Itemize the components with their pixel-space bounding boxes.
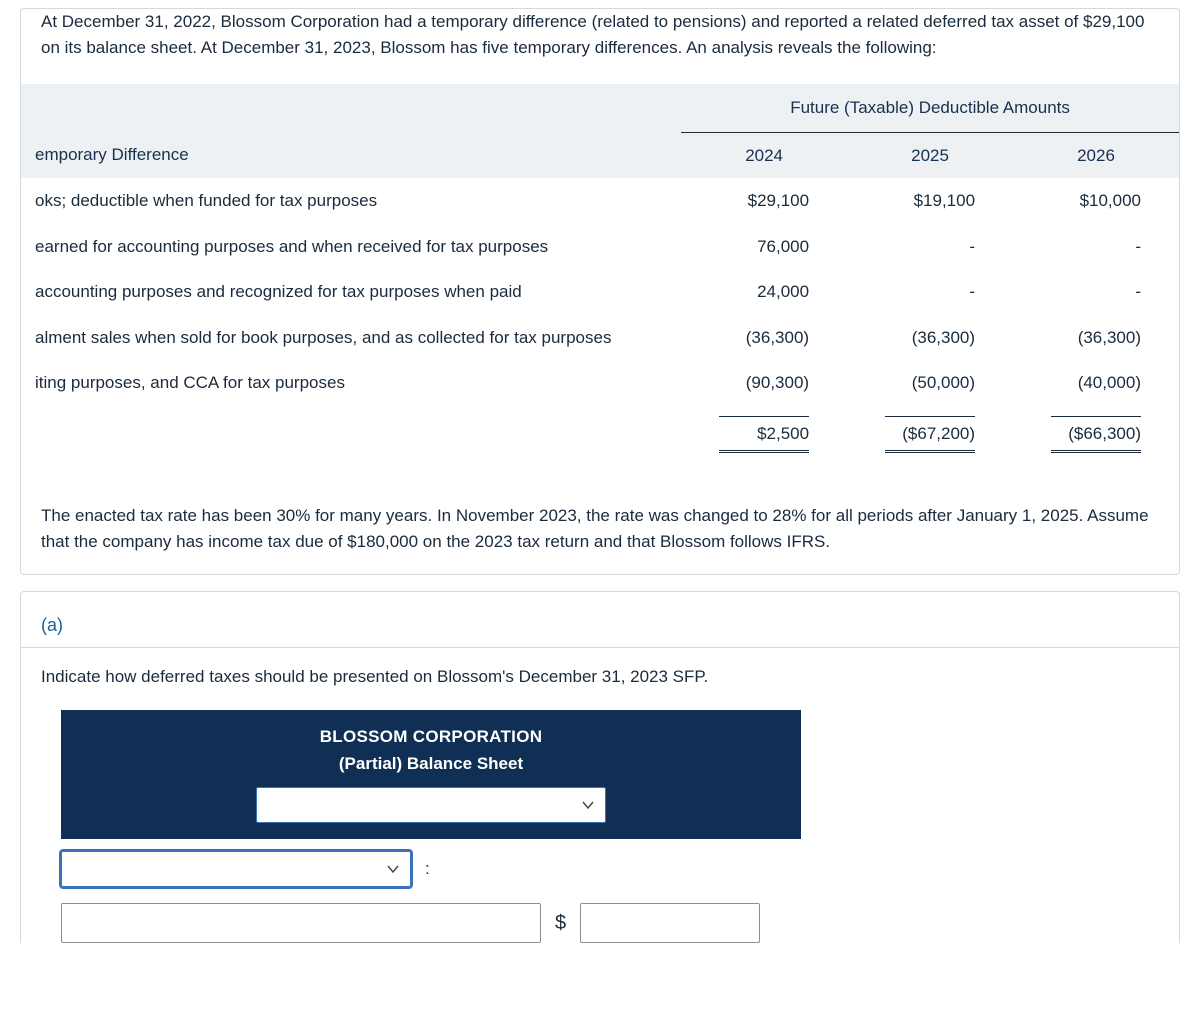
chevron-down-icon xyxy=(581,798,595,812)
row-val-2024: 24,000 xyxy=(681,269,847,315)
row-val-2024: (90,300) xyxy=(681,360,847,406)
classification-row: : xyxy=(61,851,1159,887)
amount-row: $ xyxy=(61,903,1159,943)
date-select[interactable] xyxy=(256,787,606,823)
row-val-2024: (36,300) xyxy=(681,315,847,361)
differences-table: Future (Taxable) Deductible Amounts empo… xyxy=(21,84,1179,463)
row-val-2025: - xyxy=(847,269,1013,315)
dollar-sign: $ xyxy=(555,908,566,938)
amount-input[interactable] xyxy=(580,903,760,943)
table-row: alment sales when sold for book purposes… xyxy=(21,315,1179,361)
total-spacer xyxy=(21,406,681,464)
chevron-down-icon xyxy=(386,862,400,876)
row-val-2026: (36,300) xyxy=(1013,315,1179,361)
row-val-2024: $29,100 xyxy=(681,178,847,224)
row-val-2025: - xyxy=(847,224,1013,270)
header-col-label: emporary Difference xyxy=(21,132,681,178)
intro: At December 31, 2022, Blossom Corporatio… xyxy=(21,9,1179,60)
answer-card: (a) Indicate how deferred taxes should b… xyxy=(20,591,1180,943)
row-desc: earned for accounting purposes and when … xyxy=(21,224,681,270)
note-text: The enacted tax rate has been 30% for ma… xyxy=(41,506,1149,551)
balance-sheet-panel: BLOSSOM CORPORATION (Partial) Balance Sh… xyxy=(61,710,801,839)
table-row: oks; deductible when funded for tax purp… xyxy=(21,178,1179,224)
differences-table-wrap: Future (Taxable) Deductible Amounts empo… xyxy=(21,84,1179,463)
total-2026: ($66,300) xyxy=(1013,406,1179,464)
table-row: iting purposes, and CCA for tax purposes… xyxy=(21,360,1179,406)
bs-subtitle: (Partial) Balance Sheet xyxy=(79,751,783,777)
row-val-2026: (40,000) xyxy=(1013,360,1179,406)
row-desc: accounting purposes and recognized for t… xyxy=(21,269,681,315)
table-total-row: $2,500 ($67,200) ($66,300) xyxy=(21,406,1179,464)
row-val-2026: $10,000 xyxy=(1013,178,1179,224)
part-label: (a) xyxy=(21,592,1179,647)
colon: : xyxy=(425,856,430,882)
classification-select[interactable] xyxy=(61,851,411,887)
header-year-2026: 2026 xyxy=(1013,132,1179,178)
row-val-2026: - xyxy=(1013,269,1179,315)
total-2025: ($67,200) xyxy=(847,406,1013,464)
account-input[interactable] xyxy=(61,903,541,943)
row-desc: alment sales when sold for book purposes… xyxy=(21,315,681,361)
table-row: accounting purposes and recognized for t… xyxy=(21,269,1179,315)
intro-text: At December 31, 2022, Blossom Corporatio… xyxy=(41,9,1159,60)
bs-company: BLOSSOM CORPORATION xyxy=(79,724,783,750)
header-spacer xyxy=(21,84,681,132)
row-val-2025: (36,300) xyxy=(847,315,1013,361)
header-year-2024: 2024 xyxy=(681,132,847,178)
header-year-2025: 2025 xyxy=(847,132,1013,178)
row-desc: iting purposes, and CCA for tax purposes xyxy=(21,360,681,406)
table-row: earned for accounting purposes and when … xyxy=(21,224,1179,270)
row-val-2025: $19,100 xyxy=(847,178,1013,224)
header-group: Future (Taxable) Deductible Amounts xyxy=(681,84,1179,132)
question-text: Indicate how deferred taxes should be pr… xyxy=(21,648,1179,710)
total-2024: $2,500 xyxy=(681,406,847,464)
row-val-2024: 76,000 xyxy=(681,224,847,270)
row-val-2026: - xyxy=(1013,224,1179,270)
note: The enacted tax rate has been 30% for ma… xyxy=(21,503,1179,574)
problem-card: At December 31, 2022, Blossom Corporatio… xyxy=(20,8,1180,575)
row-desc: oks; deductible when funded for tax purp… xyxy=(21,178,681,224)
row-val-2025: (50,000) xyxy=(847,360,1013,406)
